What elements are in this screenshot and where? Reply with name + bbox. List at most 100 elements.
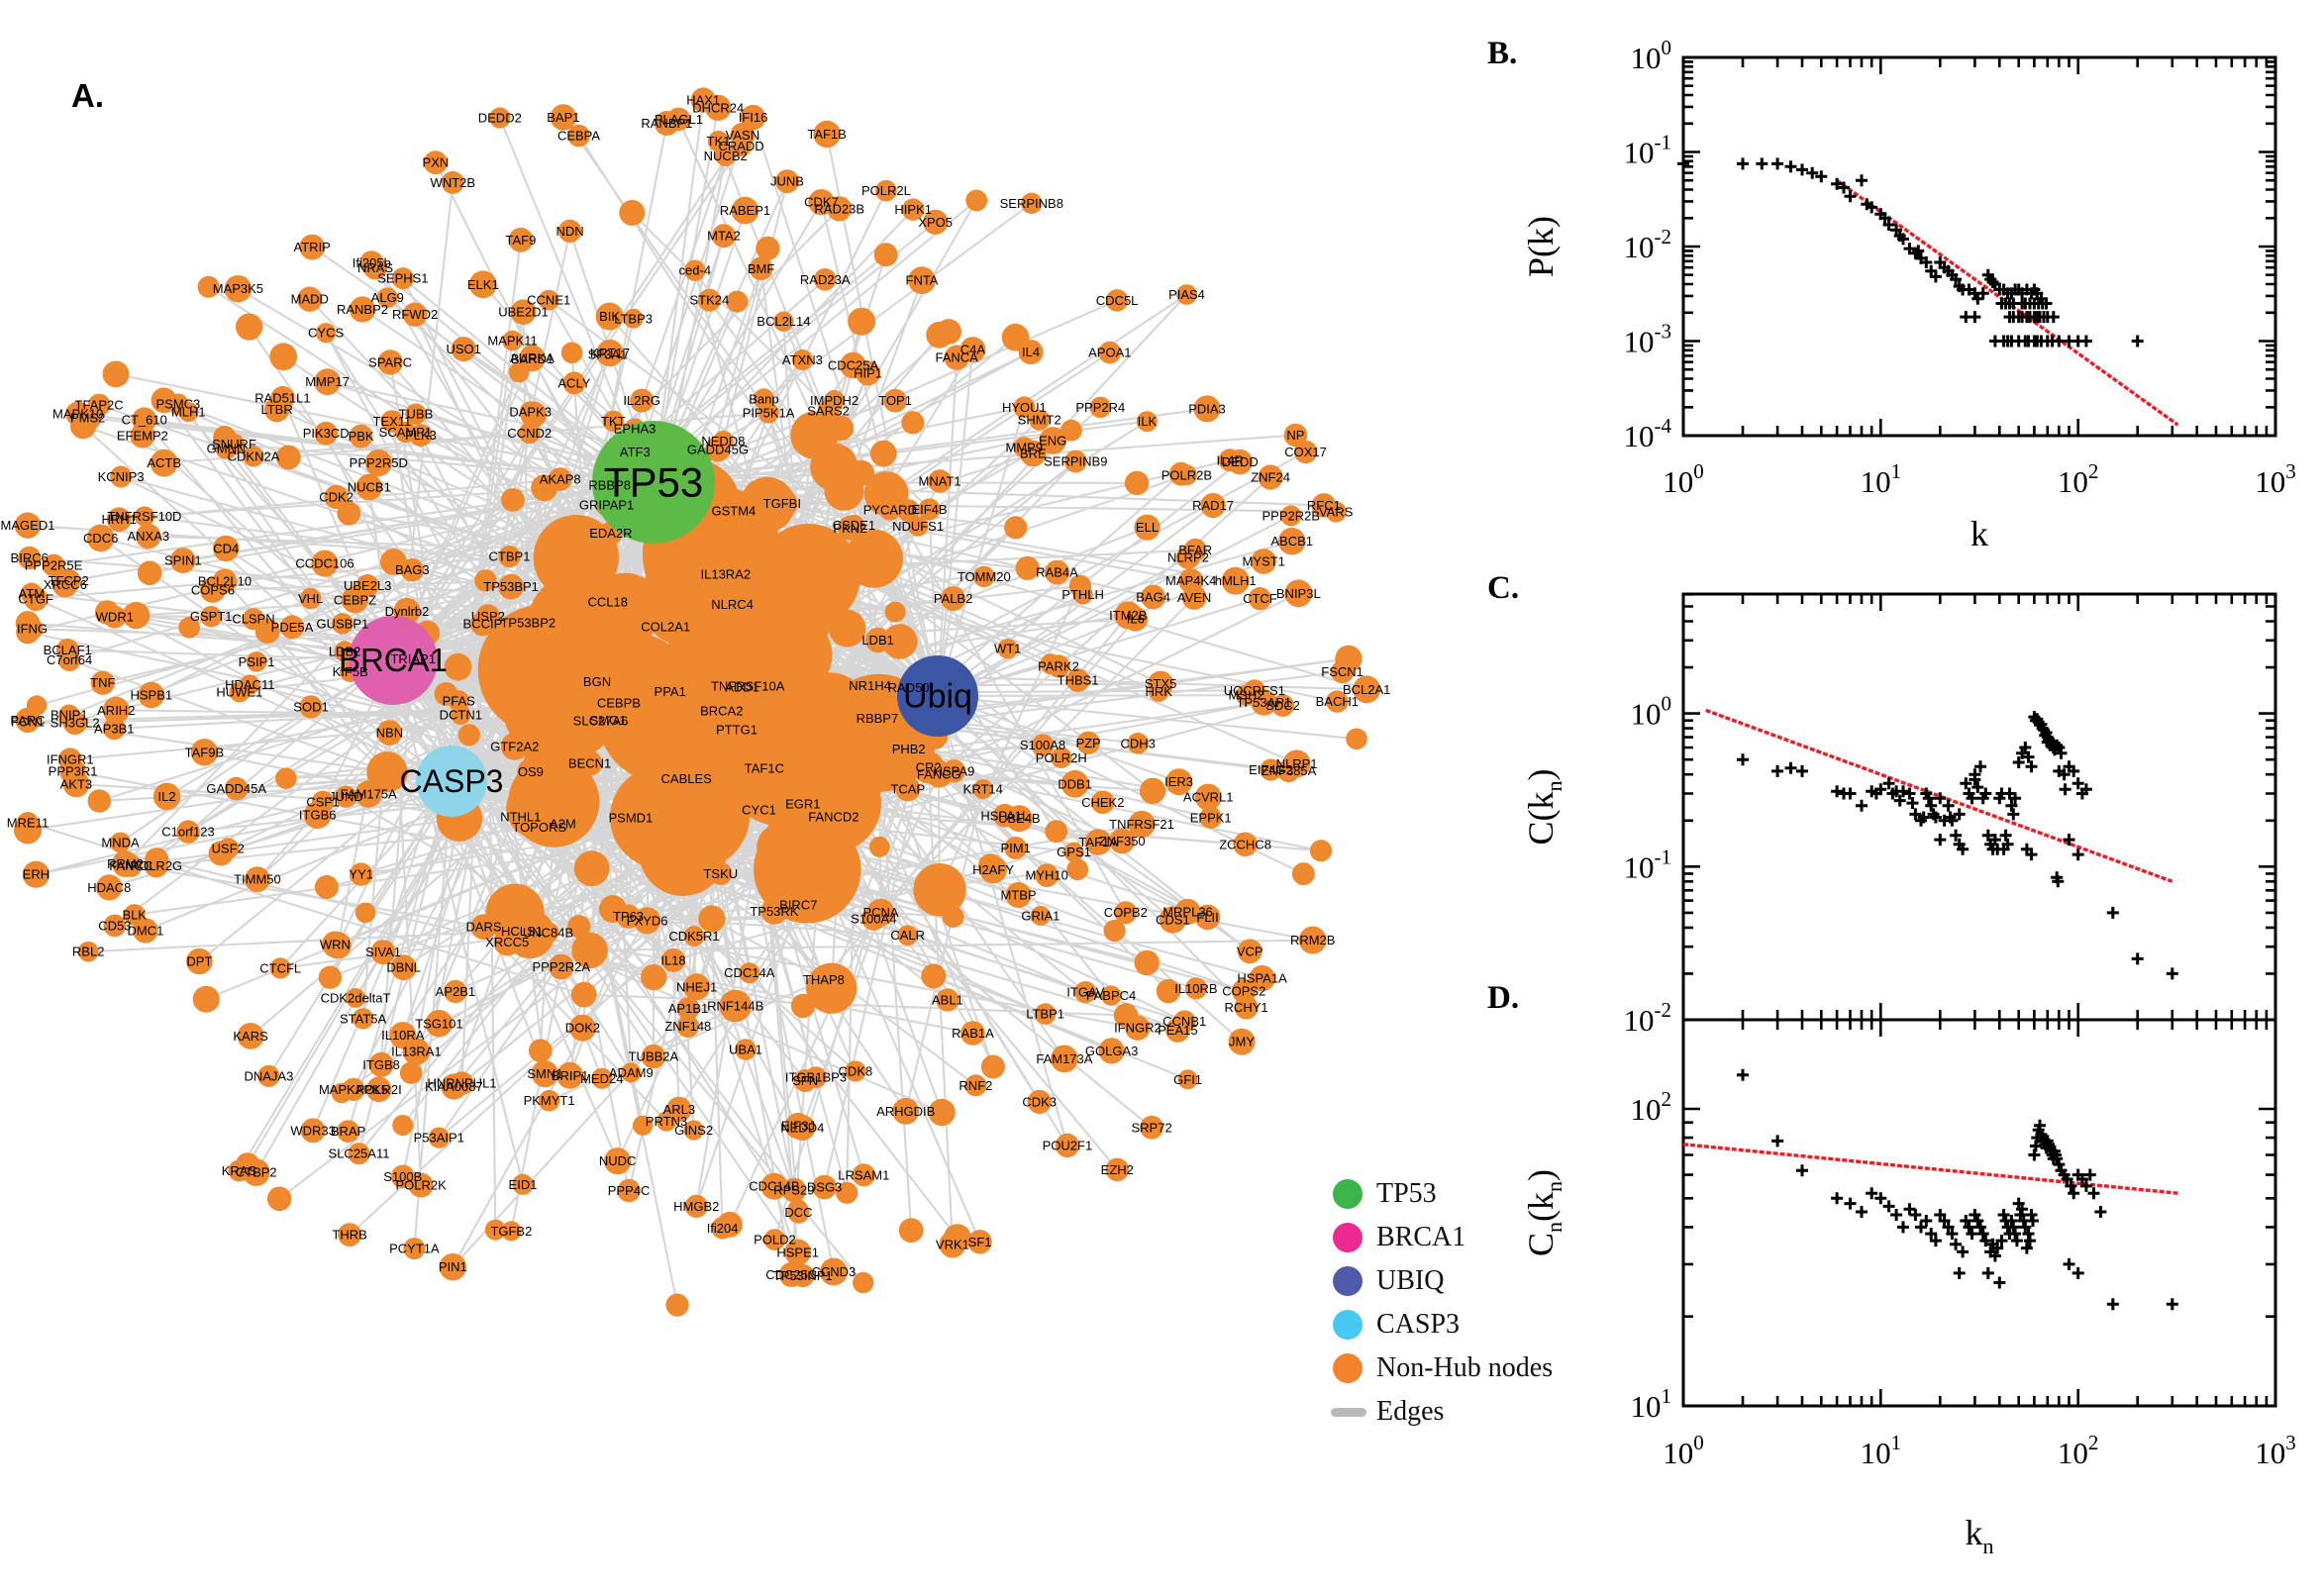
non-hub-node[interactable]	[102, 696, 130, 724]
non-hub-node[interactable]	[1148, 670, 1174, 697]
non-hub-node[interactable]	[1015, 555, 1040, 581]
non-hub-node[interactable]	[212, 568, 238, 594]
non-hub-node[interactable]	[1346, 728, 1367, 750]
non-hub-node[interactable]	[22, 860, 50, 888]
non-hub-node[interactable]	[1174, 898, 1201, 926]
non-hub-node[interactable]	[763, 1229, 786, 1250]
non-hub-node[interactable]	[376, 720, 403, 746]
non-hub-node[interactable]	[667, 588, 770, 690]
non-hub-node[interactable]	[362, 255, 388, 280]
non-hub-node[interactable]	[1176, 284, 1197, 305]
non-hub-node[interactable]	[598, 895, 627, 924]
non-hub-node[interactable]	[364, 449, 392, 477]
non-hub-node[interactable]	[501, 1221, 522, 1242]
non-hub-node[interactable]	[246, 651, 267, 672]
non-hub-node[interactable]	[1165, 1018, 1190, 1043]
non-hub-node[interactable]	[405, 403, 427, 425]
non-hub-node[interactable]	[1124, 470, 1150, 496]
non-hub-node[interactable]	[512, 803, 534, 826]
non-hub-node[interactable]	[303, 801, 332, 830]
non-hub-node[interactable]	[508, 361, 530, 383]
non-hub-node[interactable]	[208, 841, 234, 866]
non-hub-node[interactable]	[1134, 949, 1160, 976]
non-hub-node[interactable]	[408, 1172, 434, 1198]
non-hub-node[interactable]	[349, 296, 376, 323]
non-hub-node[interactable]	[389, 1022, 417, 1049]
non-hub-node[interactable]	[901, 411, 925, 435]
non-hub-node[interactable]	[923, 209, 949, 235]
non-hub-node[interactable]	[875, 179, 897, 202]
non-hub-node[interactable]	[1260, 758, 1282, 781]
non-hub-node[interactable]	[1156, 978, 1181, 1004]
non-hub-node[interactable]	[122, 601, 151, 630]
non-hub-node[interactable]	[697, 288, 721, 312]
non-hub-node[interactable]	[1218, 449, 1242, 472]
non-hub-node[interactable]	[943, 1224, 971, 1251]
non-hub-node[interactable]	[529, 1039, 553, 1062]
non-hub-node[interactable]	[1335, 645, 1363, 672]
non-hub-node[interactable]	[311, 549, 339, 577]
non-hub-node[interactable]	[853, 1271, 874, 1294]
non-hub-node[interactable]	[852, 1163, 875, 1187]
non-hub-node[interactable]	[928, 1098, 956, 1127]
non-hub-node[interactable]	[178, 617, 200, 639]
non-hub-node[interactable]	[1282, 749, 1311, 778]
non-hub-node[interactable]	[1055, 1133, 1079, 1157]
non-hub-node[interactable]	[713, 430, 734, 451]
non-hub-node[interactable]	[451, 337, 476, 362]
non-hub-node[interactable]	[573, 850, 610, 887]
non-hub-node[interactable]	[444, 979, 467, 1004]
non-hub-node[interactable]	[16, 710, 40, 734]
non-hub-node[interactable]	[276, 445, 301, 470]
non-hub-node[interactable]	[370, 940, 396, 965]
non-hub-node[interactable]	[299, 587, 322, 610]
non-hub-node[interactable]	[263, 396, 290, 423]
non-hub-node[interactable]	[444, 652, 472, 681]
non-hub-node[interactable]	[434, 682, 458, 706]
non-hub-node[interactable]	[790, 993, 816, 1019]
non-hub-node[interactable]	[1098, 341, 1122, 364]
non-hub-node[interactable]	[1040, 653, 1061, 675]
non-hub-node[interactable]	[735, 1039, 757, 1060]
non-hub-node[interactable]	[485, 883, 545, 943]
non-hub-node[interactable]	[1005, 882, 1032, 908]
non-hub-node[interactable]	[14, 512, 42, 539]
non-hub-node[interactable]	[77, 941, 99, 962]
non-hub-node[interactable]	[868, 836, 890, 857]
non-hub-node[interactable]	[884, 601, 906, 623]
non-hub-node[interactable]	[717, 1211, 743, 1238]
non-hub-node[interactable]	[731, 196, 759, 225]
non-hub-node[interactable]	[591, 1067, 613, 1089]
non-hub-node[interactable]	[1248, 587, 1271, 611]
non-hub-node[interactable]	[355, 574, 379, 597]
non-hub-node[interactable]	[190, 739, 219, 766]
non-hub-node[interactable]	[972, 779, 993, 800]
non-hub-node[interactable]	[656, 1111, 677, 1132]
non-hub-node[interactable]	[1123, 606, 1149, 632]
non-hub-node[interactable]	[1194, 783, 1222, 811]
non-hub-node[interactable]	[297, 286, 323, 312]
non-hub-node[interactable]	[861, 906, 886, 931]
non-hub-node[interactable]	[730, 135, 753, 157]
non-hub-node[interactable]	[69, 413, 97, 440]
non-hub-node[interactable]	[110, 465, 133, 488]
non-hub-node[interactable]	[690, 799, 741, 848]
non-hub-node[interactable]	[403, 1238, 426, 1260]
non-hub-node[interactable]	[965, 189, 988, 212]
non-hub-node[interactable]	[858, 674, 881, 697]
non-hub-node[interactable]	[897, 925, 919, 947]
non-hub-node[interactable]	[588, 572, 662, 647]
non-hub-node[interactable]	[106, 507, 132, 532]
non-hub-node[interactable]	[1326, 690, 1349, 713]
non-hub-node[interactable]	[352, 1008, 374, 1030]
non-hub-node[interactable]	[634, 907, 661, 935]
non-hub-node[interactable]	[376, 287, 398, 309]
non-hub-node[interactable]	[595, 302, 624, 331]
non-hub-node[interactable]	[604, 1147, 632, 1175]
non-hub-node[interactable]	[960, 1021, 985, 1046]
non-hub-node[interactable]	[912, 751, 945, 784]
non-hub-node[interactable]	[941, 586, 966, 612]
non-hub-node[interactable]	[1074, 981, 1097, 1004]
non-hub-node[interactable]	[813, 120, 841, 149]
non-hub-node[interactable]	[549, 953, 574, 980]
